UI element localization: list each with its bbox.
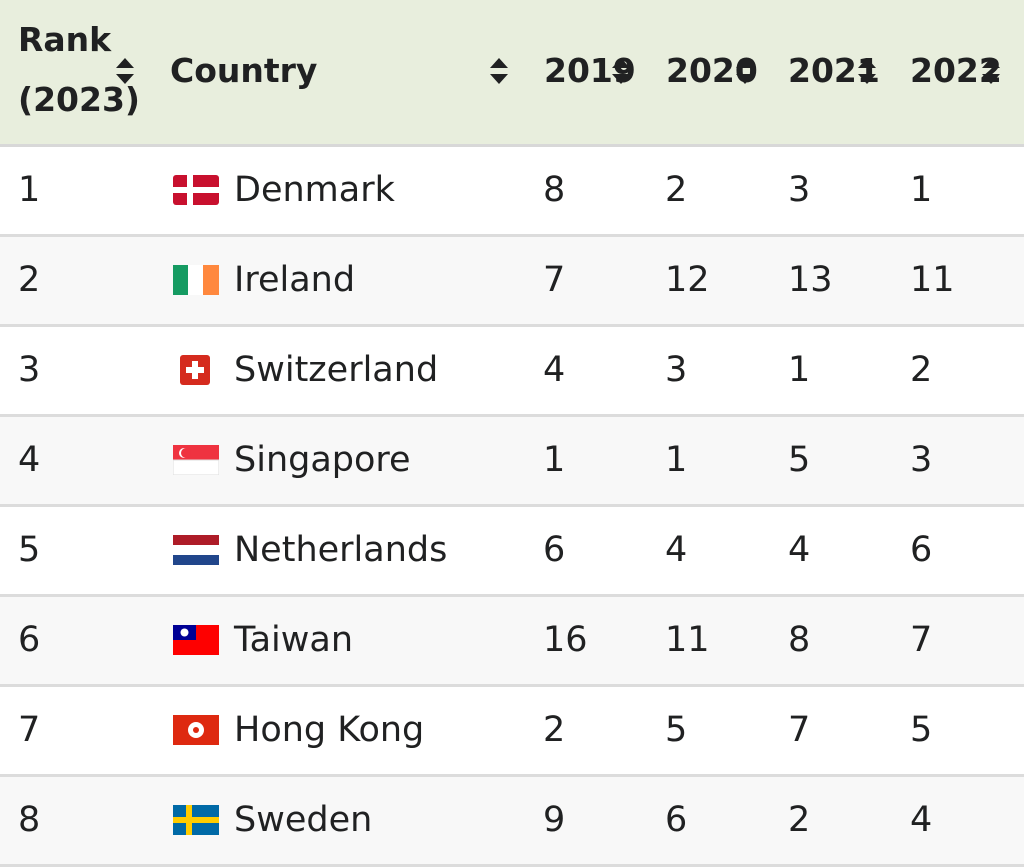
country-name: Switzerland — [234, 350, 439, 390]
rank-cell: 8 — [543, 170, 566, 210]
rank-cell: 13 — [788, 260, 833, 300]
rank-cell: 5 — [18, 530, 41, 570]
rank-cell: 2 — [18, 260, 41, 300]
rank-cell: 2 — [665, 170, 688, 210]
rank-cell: 3 — [910, 440, 933, 480]
header-cell[interactable]: 2021 — [788, 51, 880, 90]
rank-cell: 4 — [910, 800, 933, 840]
rank-cell: 11 — [910, 260, 955, 300]
table-row: 2 Ireland 7 12 13 11 — [0, 237, 1024, 327]
rank-cell: 2 — [788, 800, 811, 840]
rank-cell: 16 — [543, 620, 588, 660]
rank-cell: 6 — [543, 530, 566, 570]
rank-cell: 11 — [665, 620, 710, 660]
country-name: Sweden — [234, 800, 373, 840]
sort-icon[interactable] — [734, 56, 756, 90]
flag-icon — [173, 355, 219, 389]
rank-cell: 4 — [18, 440, 41, 480]
sort-icon[interactable] — [980, 56, 1002, 90]
sort-icon[interactable] — [856, 56, 878, 90]
table-row: 5 Netherlands 6 4 4 6 — [0, 507, 1024, 597]
rank-cell: 4 — [788, 530, 811, 570]
rank-cell: 8 — [788, 620, 811, 660]
country-name: Denmark — [234, 170, 395, 210]
flag-icon — [173, 175, 219, 209]
sort-icon[interactable] — [610, 56, 632, 90]
rank-cell: 3 — [18, 350, 41, 390]
rank-cell: 3 — [665, 350, 688, 390]
rank-cell: 5 — [788, 440, 811, 480]
sort-icon[interactable] — [114, 56, 136, 90]
country-name: Singapore — [234, 440, 411, 480]
table-row: 1 Denmark 8 2 3 1 — [0, 147, 1024, 237]
rank-cell: 7 — [910, 620, 933, 660]
rank-cell: 1 — [788, 350, 811, 390]
country-name: Hong Kong — [234, 710, 425, 750]
flag-icon — [173, 715, 219, 749]
rank-cell: 1 — [543, 440, 566, 480]
table-row: 8 Sweden 9 6 2 4 — [0, 777, 1024, 867]
rank-cell: 9 — [543, 800, 566, 840]
rank-cell: 3 — [788, 170, 811, 210]
rank-cell: 7 — [18, 710, 41, 750]
table-header: Rank (2023) Country 2019 2020 2021 2022 — [0, 0, 1024, 147]
flag-icon — [173, 535, 219, 569]
rank-cell: 4 — [543, 350, 566, 390]
rank-cell: 7 — [543, 260, 566, 300]
flag-icon — [173, 265, 219, 299]
rank-cell: 4 — [665, 530, 688, 570]
country-name: Taiwan — [234, 620, 354, 660]
rank-cell: 6 — [910, 530, 933, 570]
rank-cell: 1 — [18, 170, 41, 210]
table-row: 6 Taiwan 16 11 8 7 — [0, 597, 1024, 687]
rank-cell: 2 — [910, 350, 933, 390]
header-cell[interactable]: 2019 — [544, 51, 636, 90]
rank-cell: 5 — [665, 710, 688, 750]
rank-cell: 7 — [788, 710, 811, 750]
table-row: 3 Switzerland 4 3 1 2 — [0, 327, 1024, 417]
header-cell[interactable]: Country — [170, 51, 318, 90]
flag-icon — [172, 445, 220, 479]
flag-icon — [173, 805, 219, 839]
rank-cell: 1 — [910, 170, 933, 210]
flag-icon — [173, 625, 219, 659]
table-row: 4 Singapore 1 1 5 3 — [0, 417, 1024, 507]
country-name: Netherlands — [234, 530, 448, 570]
rank-cell: 1 — [665, 440, 688, 480]
rank-cell: 6 — [665, 800, 688, 840]
rank-cell: 2 — [543, 710, 566, 750]
rank-cell: 12 — [665, 260, 710, 300]
country-name: Ireland — [234, 260, 356, 300]
table-row: 7 Hong Kong 2 5 7 5 — [0, 687, 1024, 777]
header-cell[interactable]: 2022 — [910, 51, 1002, 90]
header-cell[interactable]: Rank (2023) — [18, 20, 141, 119]
rank-cell: 5 — [910, 710, 933, 750]
sort-icon[interactable] — [488, 56, 510, 90]
rank-cell: 8 — [18, 800, 41, 840]
rank-cell: 6 — [18, 620, 41, 660]
header-cell[interactable]: 2020 — [666, 51, 758, 90]
